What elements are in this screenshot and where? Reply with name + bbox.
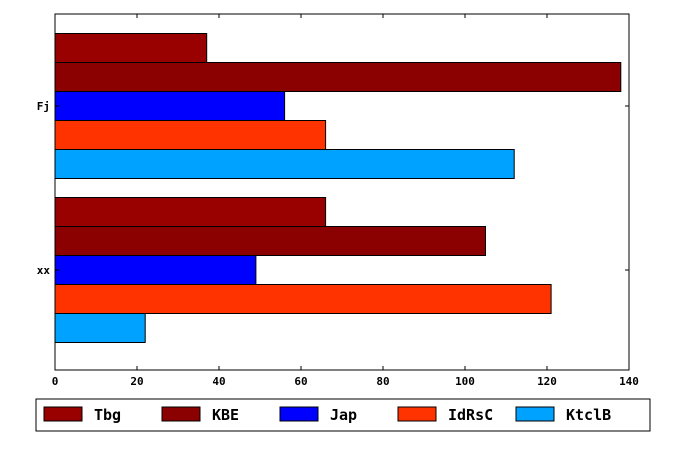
legend-swatch-KBE	[161, 406, 201, 422]
x-tick-label: 60	[294, 375, 307, 388]
x-tick-label: 120	[537, 375, 557, 388]
legend-label-Jap: Jap	[330, 406, 357, 424]
axis-ticks: xx Fj 0 20 40 60 80 100 120 140	[37, 14, 639, 388]
x-tick-label: 40	[212, 375, 225, 388]
legend-label-IdRsC: IdRsC	[448, 406, 493, 424]
x-tick-label: 100	[455, 375, 475, 388]
legend-label-KtclB: KtclB	[566, 406, 611, 424]
plot-area-frame	[54, 13, 630, 371]
bar-Tbg-xx	[54, 197, 327, 227]
bar-Jap-Fj	[54, 91, 286, 121]
legend-swatch-KtclB	[515, 406, 555, 422]
y-tick-label: xx	[37, 264, 51, 277]
bars-layer	[54, 33, 622, 343]
bar-IdRsC-xx	[54, 284, 552, 314]
bar-KtclB-Fj	[54, 149, 515, 179]
x-tick-label: 0	[52, 375, 59, 388]
bar-Jap-xx	[54, 255, 257, 285]
x-tick-label: 140	[619, 375, 639, 388]
legend-label-KBE: KBE	[212, 406, 239, 424]
bar-Tbg-Fj	[54, 33, 208, 63]
x-tick-label: 80	[376, 375, 389, 388]
legend-swatch-Jap	[279, 406, 319, 422]
bar-KtclB-xx	[54, 313, 146, 343]
x-tick-label: 20	[130, 375, 143, 388]
legend-label-Tbg: Tbg	[94, 406, 121, 424]
legend: Tbg KBE Jap IdRsC KtclB	[35, 398, 651, 432]
bar-KBE-Fj	[54, 62, 622, 92]
legend-swatch-IdRsC	[397, 406, 437, 422]
y-tick-label: Fj	[37, 100, 50, 113]
legend-swatch-Tbg	[43, 406, 83, 422]
bar-IdRsC-Fj	[54, 120, 327, 150]
bar-KBE-xx	[54, 226, 486, 256]
